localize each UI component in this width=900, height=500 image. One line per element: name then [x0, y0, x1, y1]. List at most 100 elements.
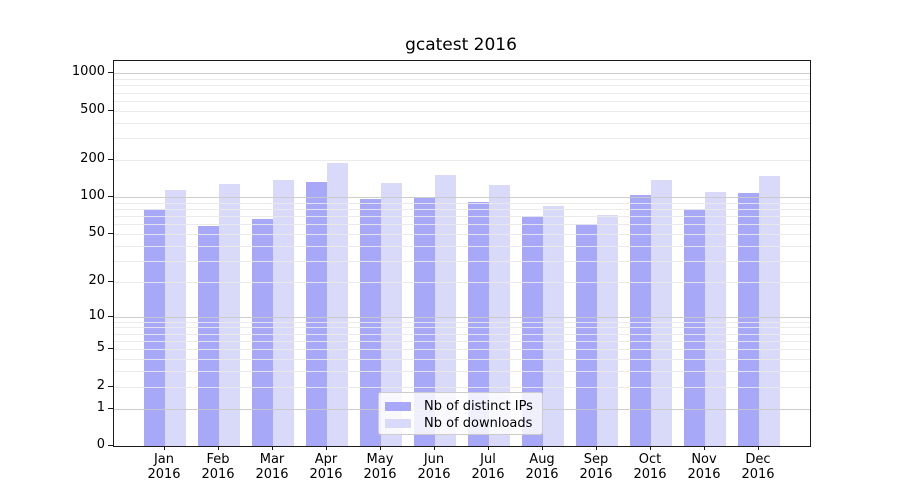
y-tick-5: [108, 348, 113, 349]
x-tick-aug: [542, 446, 543, 450]
x-tick-label-may: May 2016: [353, 452, 407, 482]
bar-distinct-ips-oct: [630, 195, 651, 446]
x-tick-month: Nov: [691, 452, 717, 467]
x-tick-month: Jul: [480, 452, 496, 467]
x-tick-year: 2016: [741, 467, 775, 482]
x-tick-month: Oct: [638, 452, 662, 467]
gridline-y-700: [114, 93, 810, 94]
x-tick-jun: [434, 446, 435, 450]
gridline-y-500: [114, 111, 810, 112]
x-tick-label-nov: Nov 2016: [677, 452, 731, 482]
x-tick-label-feb: Feb 2016: [191, 452, 245, 482]
bar-distinct-ips-sep: [576, 224, 597, 446]
legend: Nb of distinct IPs Nb of downloads: [378, 392, 543, 435]
x-tick-month: Mar: [259, 452, 285, 467]
x-tick-dec: [758, 446, 759, 450]
legend-swatch-downloads-icon: [385, 418, 411, 428]
y-tick-label-100: 100: [80, 188, 105, 203]
x-tick-nov: [704, 446, 705, 450]
bar-downloads-aug: [543, 205, 564, 446]
y-tick-label-20: 20: [88, 273, 105, 288]
x-tick-month: Aug: [529, 452, 555, 467]
x-tick-label-oct: Oct 2016: [623, 452, 677, 482]
bar-downloads-apr: [327, 163, 348, 446]
gridline-y-20: [114, 282, 810, 283]
bar-downloads-sep: [597, 214, 618, 446]
gridline-y-90: [114, 203, 810, 204]
x-tick-year: 2016: [309, 467, 343, 482]
x-tick-label-sep: Sep 2016: [569, 452, 623, 482]
x-tick-month: May: [366, 452, 394, 467]
gridline-y-10: [114, 317, 810, 318]
y-tick-2: [108, 386, 113, 387]
bar-distinct-ips-aug: [522, 216, 543, 446]
y-tick-label-500: 500: [80, 102, 105, 117]
y-tick-500: [108, 110, 113, 111]
x-tick-month: Feb: [206, 452, 230, 467]
bar-distinct-ips-apr: [306, 182, 327, 446]
y-tick-0: [108, 445, 113, 446]
gridline-y-50: [114, 234, 810, 235]
x-tick-month: Apr: [314, 452, 338, 467]
bar-distinct-ips-mar: [252, 219, 273, 446]
x-tick-oct: [650, 446, 651, 450]
gridline-y-70: [114, 216, 810, 217]
x-tick-year: 2016: [471, 467, 505, 482]
bar-downloads-jun: [435, 175, 456, 446]
gridline-y-1000: [114, 73, 810, 74]
gridline-y-600: [114, 101, 810, 102]
x-tick-may: [380, 446, 381, 450]
x-tick-label-apr: Apr 2016: [299, 452, 353, 482]
x-tick-year: 2016: [633, 467, 667, 482]
y-tick-1000: [108, 72, 113, 73]
gridline-y-3: [114, 371, 810, 372]
y-tick-label-1: 1: [96, 400, 105, 415]
y-tick-label-200: 200: [80, 151, 105, 166]
bar-downloads-feb: [219, 183, 240, 446]
x-tick-month: Sep: [583, 452, 609, 467]
bar-downloads-may: [381, 182, 402, 446]
legend-label-downloads: Nb of downloads: [424, 415, 533, 431]
x-tick-year: 2016: [525, 467, 559, 482]
y-tick-200: [108, 159, 113, 160]
x-tick-apr: [326, 446, 327, 450]
bar-downloads-nov: [705, 191, 726, 446]
x-tick-label-mar: Mar 2016: [245, 452, 299, 482]
gridline-y-300: [114, 138, 810, 139]
y-tick-label-50: 50: [88, 225, 105, 240]
bar-downloads-oct: [651, 180, 672, 446]
gridline-y-5: [114, 349, 810, 350]
x-tick-year: 2016: [417, 467, 451, 482]
legend-item-distinct-ips: Nb of distinct IPs: [385, 398, 534, 414]
gridline-y-7: [114, 334, 810, 335]
bar-downloads-jul: [489, 185, 510, 446]
gridline-y-900: [114, 79, 810, 80]
legend-label-distinct-ips: Nb of distinct IPs: [424, 398, 533, 414]
y-tick-label-10: 10: [88, 308, 105, 323]
y-tick-label-0: 0: [96, 437, 105, 452]
gridline-y-100: [114, 197, 810, 198]
gridline-y-2: [114, 387, 810, 388]
x-tick-year: 2016: [579, 467, 613, 482]
bar-downloads-mar: [273, 180, 294, 446]
x-tick-jan: [164, 446, 165, 450]
x-tick-label-jul: Jul 2016: [461, 452, 515, 482]
y-tick-label-1000: 1000: [71, 64, 105, 79]
gridline-y-9: [114, 322, 810, 323]
x-tick-label-jun: Jun 2016: [407, 452, 461, 482]
bar-distinct-ips-jul: [468, 202, 489, 446]
legend-swatch-distinct-ips-icon: [385, 401, 411, 411]
legend-item-downloads: Nb of downloads: [385, 415, 534, 431]
bar-distinct-ips-dec: [738, 192, 759, 446]
y-tick-1: [108, 408, 113, 409]
y-tick-10: [108, 316, 113, 317]
x-tick-month: Jun: [423, 452, 445, 467]
x-tick-feb: [218, 446, 219, 450]
x-tick-year: 2016: [201, 467, 235, 482]
x-tick-month: Jan: [153, 452, 175, 467]
x-tick-sep: [596, 446, 597, 450]
gridline-y-200: [114, 160, 810, 161]
y-tick-20: [108, 281, 113, 282]
bar-distinct-ips-feb: [198, 226, 219, 446]
y-tick-label-2: 2: [96, 378, 105, 393]
